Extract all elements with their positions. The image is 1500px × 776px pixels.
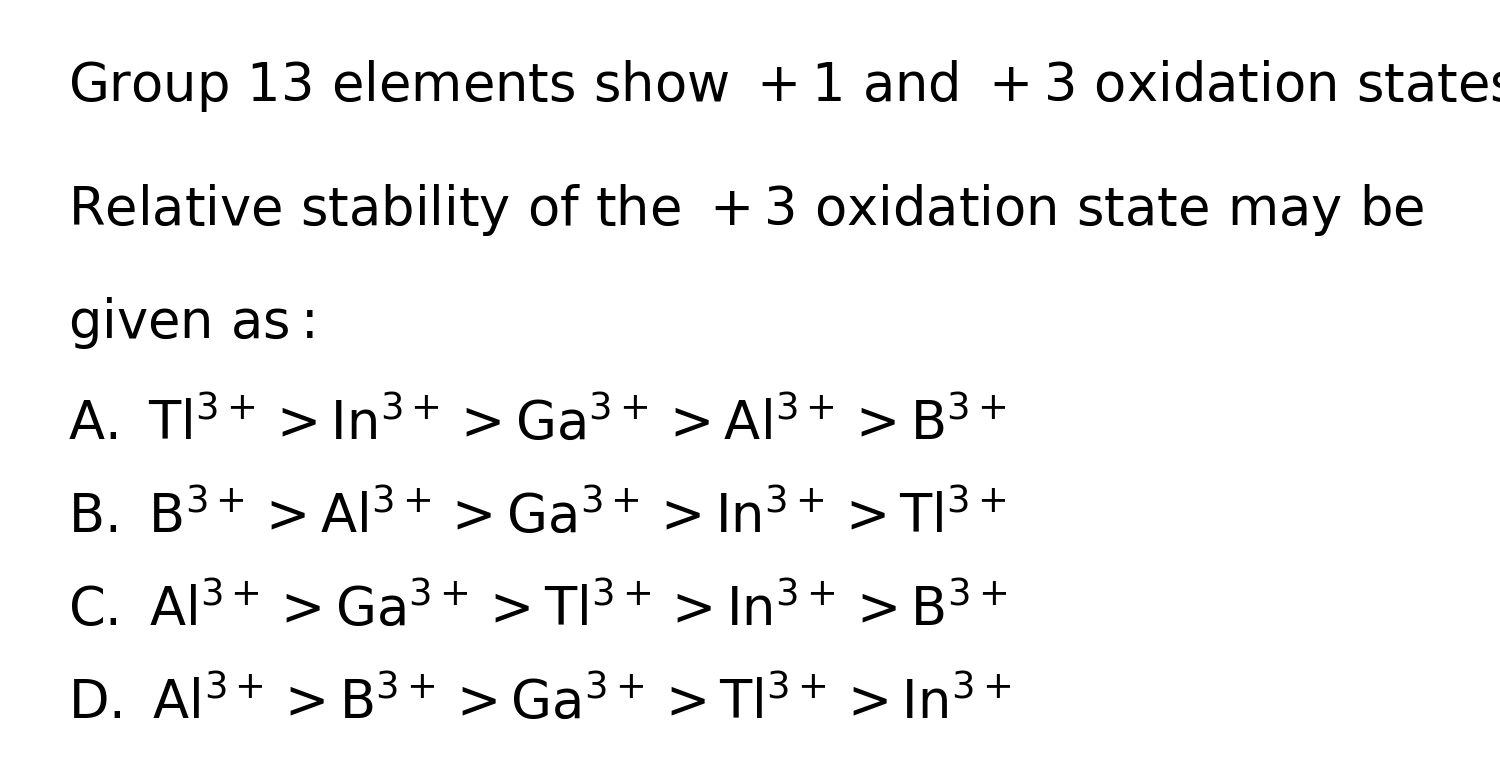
Text: $\mathregular{B.\ B^{3+}{>}Al^{3+}{>}Ga^{3+}{>}In^{3+}{>}Tl^{3+}}$: $\mathregular{B.\ B^{3+}{>}Al^{3+}{>}Ga^…: [68, 490, 1006, 542]
Text: $\mathregular{D.\ Al^{3+}{>}B^{3+}{>}Ga^{3+}{>}Tl^{3+}{>}In^{3+}}$: $\mathregular{D.\ Al^{3+}{>}B^{3+}{>}Ga^…: [68, 677, 1011, 729]
Text: $\mathregular{A.\ Tl^{3+}{>}In^{3+}{>}Ga^{3+}{>}Al^{3+}{>}B^{3+}}$: $\mathregular{A.\ Tl^{3+}{>}In^{3+}{>}Ga…: [68, 397, 1006, 449]
Text: $\mathregular{C.\ Al^{3+}{>}Ga^{3+}{>}Tl^{3+}{>}In^{3+}{>}B^{3+}}$: $\mathregular{C.\ Al^{3+}{>}Ga^{3+}{>}Tl…: [68, 584, 1006, 636]
Text: $\mathregular{Group\ 13\ elements\ show\ +1\ and\ +3\ oxidation\ states.}$: $\mathregular{Group\ 13\ elements\ show\…: [68, 58, 1500, 114]
Text: $\mathregular{given\ as:}$: $\mathregular{given\ as:}$: [68, 295, 314, 351]
Text: $\mathregular{Relative\ stability\ of\ the\ +3\ oxidation\ state\ may\ be}$: $\mathregular{Relative\ stability\ of\ t…: [68, 182, 1423, 238]
